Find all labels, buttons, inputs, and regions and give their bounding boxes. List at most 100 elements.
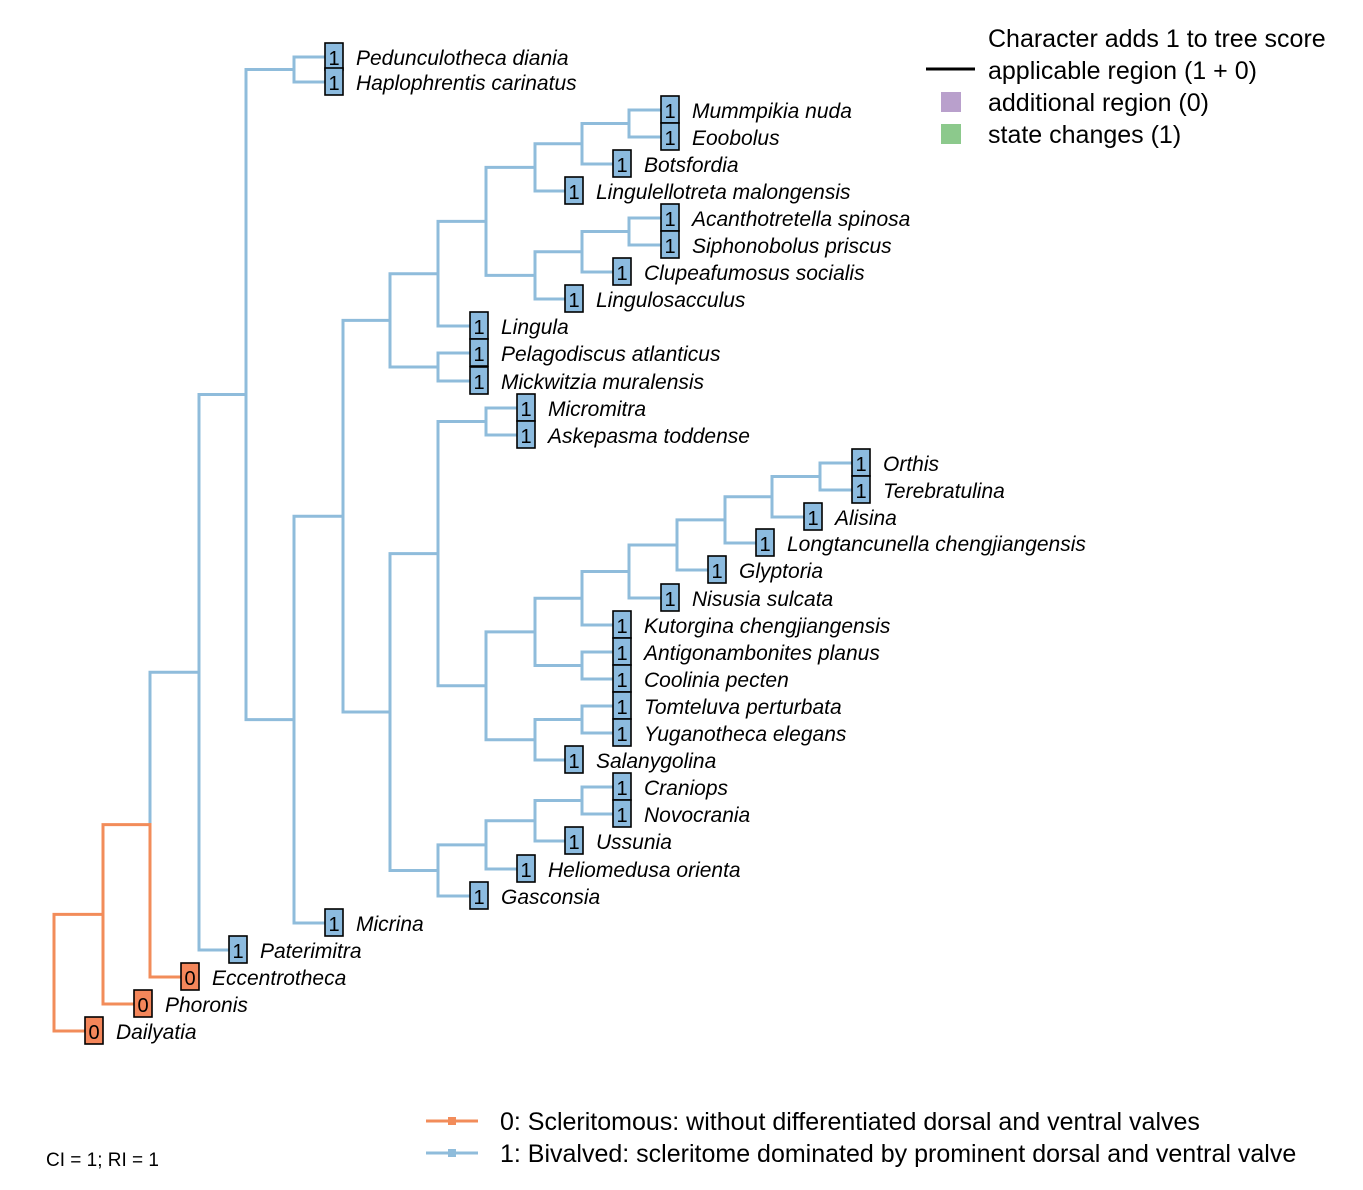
legend-additional-swatch [941,92,961,112]
taxon-tip: 1 Haplophrentis carinatus [324,67,577,96]
state-box [564,284,584,313]
state-box [516,854,536,883]
taxon-label: Eoobolus [692,127,780,150]
state-value: 1 [759,534,770,556]
state-value: 0 [184,968,195,990]
taxon-tip: 1 Micrina [324,908,424,937]
branch-n_ka [484,630,537,688]
legend-applicable-label: applicable region (1 + 0) [988,57,1257,85]
branch-n_ecc [101,823,152,916]
taxon-label: Lingulellotreta malongensis [596,181,851,204]
branch-n_pel [388,318,440,369]
state-value: 1 [520,399,531,421]
state-box [564,176,584,205]
taxon-tip: 1 Craniops [612,772,729,801]
state-value: 1 [568,182,579,204]
state-box [564,826,584,855]
branch-t14 [484,420,527,437]
branch-n_lings [484,219,537,277]
branch-t21 [580,596,623,627]
state-value: 1 [616,724,627,746]
state-box [564,745,584,774]
branch-t20 [627,569,671,600]
taxon-label: Coolinia pecten [644,669,789,692]
legend-top: Character adds 1 to tree score applicabl… [926,25,1326,149]
taxon-label: Eccentrotheca [212,967,346,990]
state-box [469,881,489,910]
taxon-label: Nisusia sulcata [692,588,833,611]
taxon-tip: 1 Novocrania [612,799,750,828]
branch-t19 [675,543,718,572]
branch-n_ali [723,495,774,522]
branch-n_bots [533,142,584,169]
state-value: 1 [520,860,531,882]
taxon-tip: 0 Eccentrotheca [180,962,346,991]
branch-t4 [580,142,623,166]
taxon-label: Micrina [356,913,424,936]
state-value: 1 [664,589,675,611]
branch-n_lingF [341,318,392,518]
state-box [612,718,632,747]
taxon-label: Siphonobolus priscus [692,235,892,258]
taxon-tip: 1 Botsfordia [612,149,739,178]
state-value: 1 [664,128,675,150]
branch-n_pho [52,912,105,975]
branch-n_main [197,393,248,674]
state-value: 1 [473,887,484,909]
state-value: 0 [137,995,148,1017]
legend-state1-label: 1: Bivalved: scleritome dominated by pro… [500,1140,1296,1168]
branch-n_rhynAll [388,552,440,714]
state-box [516,420,536,449]
state-value: 1 [473,344,484,366]
state-value: 1 [616,805,627,827]
branch-t16 [818,475,862,492]
state-box [324,908,344,937]
branch-n_acan [580,230,631,254]
taxon-tip: 1 Antigonambonites planus [612,637,880,666]
taxon-label: Phoronis [165,994,248,1017]
branch-t23 [580,664,623,681]
state-box [612,799,632,828]
taxon-label: Mickwitzia muralensis [501,371,705,394]
state-box [469,338,489,367]
branch-n_gly [627,543,679,573]
taxon-tip: 1 Clupeafumosus socialis [612,257,865,286]
state-value: 1 [328,48,339,70]
taxon-label: Craniops [644,777,729,800]
branch-t26 [533,738,575,762]
taxon-label: Clupeafumosus socialis [644,262,865,285]
legend-top-title: Character adds 1 to tree score [988,25,1326,53]
taxon-label: Haplophrentis carinatus [356,72,577,95]
branch-n_gasc [388,710,440,872]
taxon-tip: 1 Alisina [803,502,897,531]
taxon-tip: 1 Pelagodiscus atlanticus [469,338,721,367]
taxon-label: Dailyatia [116,1021,197,1044]
taxon-tip: 0 Phoronis [133,989,248,1018]
tree-tips: 1 Pedunculotheca diania 1 Haplophrentis car… [84,42,1086,1045]
taxon-tip: 1 Coolinia pecten [612,664,789,693]
state-box [707,555,727,584]
taxon-label: Novocrania [644,804,750,827]
branch-n_tom [533,718,584,742]
branch-t8 [580,250,623,274]
branch-n_brach [292,514,345,722]
state-value: 1 [807,508,818,530]
branch-t3 [627,122,671,139]
branch-n_clup [533,250,584,277]
state-value: 1 [664,209,675,231]
branch-n_lingC [436,219,488,276]
taxon-tip: 1 Paterimitra [228,935,362,964]
branch-n_long [675,518,727,547]
taxon-label: Glyptoria [739,560,823,583]
taxon-tip: 1 Askepasma toddense [516,420,750,449]
tree-branches [52,55,862,1033]
branch-t32 [292,718,335,925]
state-value: 1 [855,454,866,476]
state-value: 1 [616,643,627,665]
taxon-tip: 1 Longtancunella chengjiangensis [755,528,1086,557]
state-box [755,528,775,557]
taxon-tip: 1 Lingulellotreta malongensis [564,176,851,205]
branch-n_lingula [388,272,440,322]
branch-t0 [292,55,335,71]
